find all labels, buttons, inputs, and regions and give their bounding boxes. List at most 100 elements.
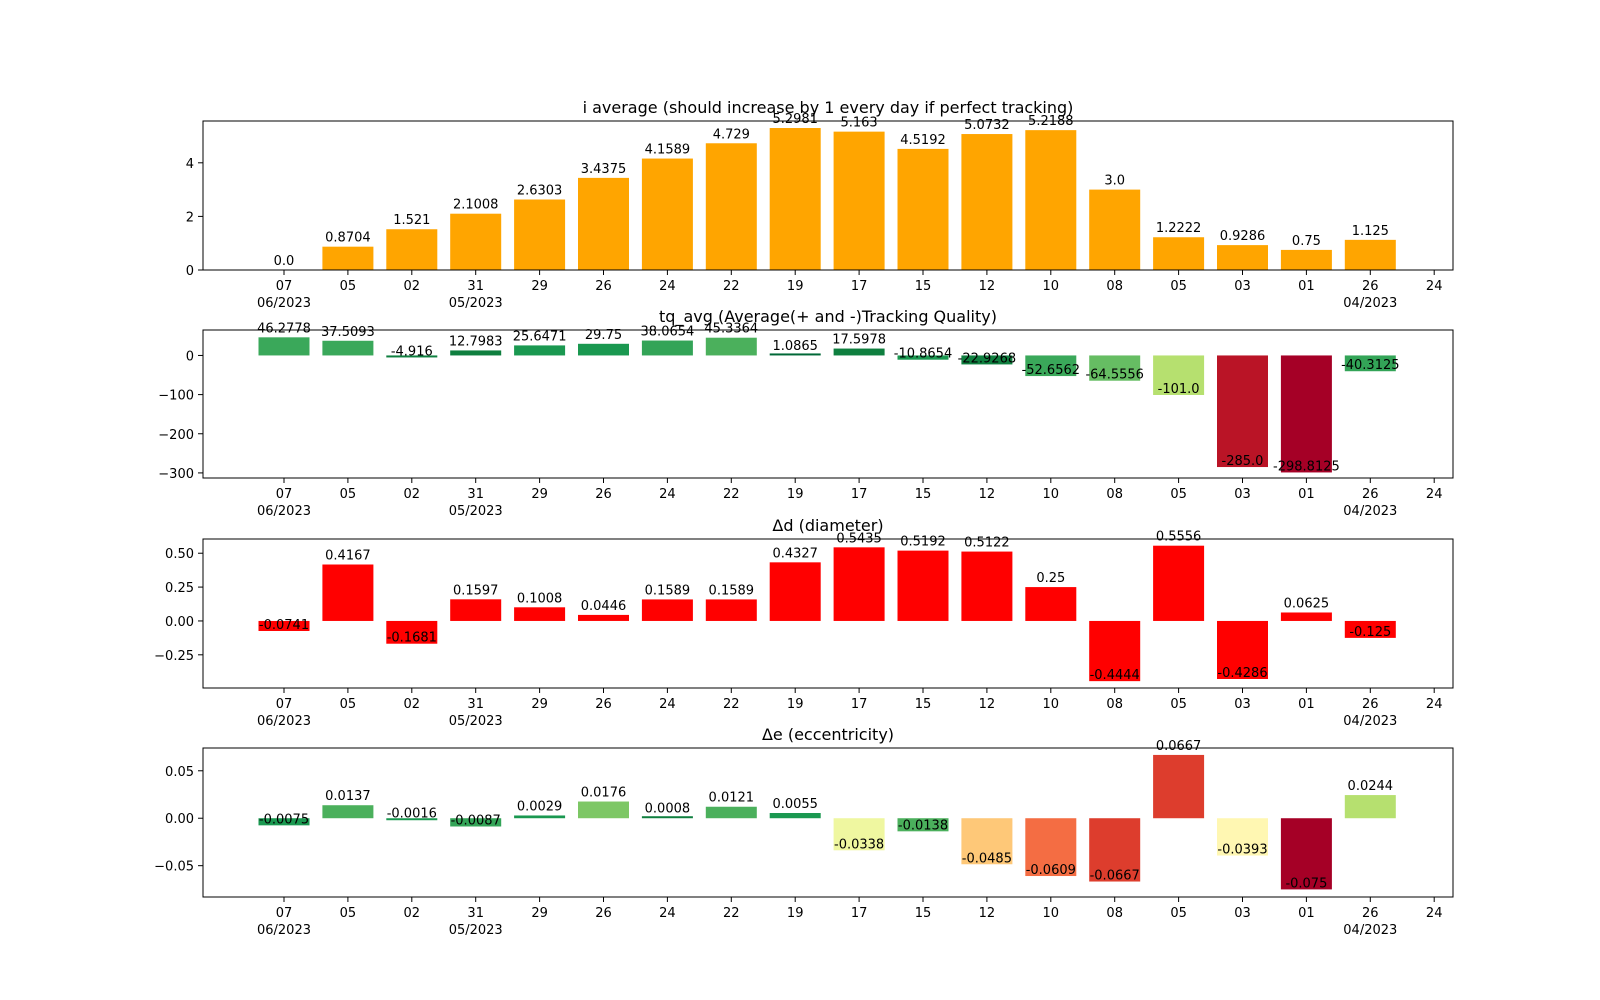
x-tick-label: 05: [340, 906, 357, 921]
x-tick-label: 12: [979, 487, 996, 502]
bar-15: [1153, 355, 1205, 395]
x-tick-label: 19: [787, 697, 804, 712]
bar-1: [258, 337, 310, 356]
bar-15: [1153, 237, 1205, 270]
bar-11: [897, 355, 949, 360]
x-tick-label: 31: [467, 906, 484, 921]
y-tick-label: −0.25: [154, 649, 194, 664]
bar-value-label: 45.3364: [704, 322, 758, 337]
bar-value-label: 5.2188: [1028, 114, 1074, 129]
bar-10: [833, 348, 885, 356]
x-tick-label: 26: [595, 487, 612, 502]
x-tick-label: 08: [1106, 487, 1123, 502]
x-tick-label: 22: [723, 906, 740, 921]
x-tick-label: 29: [531, 697, 548, 712]
bar-value-label: -0.0485: [962, 851, 1012, 866]
bar-8: [705, 337, 757, 356]
bar-7: [641, 816, 693, 819]
bar-value-label: -298.8125: [1273, 459, 1340, 474]
bar-value-label: 0.1589: [645, 583, 691, 598]
bar-1: [258, 620, 310, 631]
bar-value-label: 0.0176: [581, 786, 627, 801]
bar-value-label: -0.0138: [898, 818, 948, 833]
bar-value-label: 0.0625: [1284, 596, 1330, 611]
bar-14: [1089, 818, 1141, 882]
x-tick-label: 19: [787, 487, 804, 502]
bar-18: [1344, 239, 1396, 270]
y-tick-label: 0.50: [165, 547, 194, 562]
bar-3: [386, 620, 438, 644]
bar-18: [1344, 355, 1396, 372]
x-tick-label: 07: [276, 697, 293, 712]
y-tick-label: −300: [158, 467, 194, 482]
bar-value-label: 0.0029: [517, 799, 563, 814]
x-tick-label: 31: [467, 697, 484, 712]
bar-value-label: 0.1589: [709, 583, 755, 598]
bar-value-label: -52.6562: [1022, 363, 1080, 378]
x-tick-label: 26: [1362, 279, 1379, 294]
bar-5: [514, 199, 566, 270]
bar-value-label: 0.9286: [1220, 229, 1266, 244]
x-month-label: 05/2023: [449, 714, 503, 729]
bar-value-label: 4.5192: [900, 133, 946, 148]
x-tick-label: 12: [979, 697, 996, 712]
bar-value-label: 3.4375: [581, 162, 627, 177]
y-tick-label: −200: [158, 428, 194, 443]
bar-value-label: 0.5122: [964, 536, 1010, 551]
bar-9: [769, 353, 821, 356]
x-tick-label: 05: [340, 487, 357, 502]
bar-6: [578, 343, 629, 356]
x-tick-label: 10: [1043, 697, 1060, 712]
x-tick-label: 15: [915, 487, 932, 502]
x-month-label: 05/2023: [449, 504, 503, 519]
bar-value-label: 0.25: [1036, 571, 1065, 586]
x-tick-label: 24: [1426, 279, 1443, 294]
x-tick-label: 07: [276, 487, 293, 502]
bar-4: [450, 818, 502, 827]
x-tick-label: 08: [1106, 697, 1123, 712]
chart-title: tq_avg (Average(+ and -)Tracking Quality…: [659, 307, 997, 327]
x-tick-label: 05: [1170, 487, 1187, 502]
bar-value-label: 1.521: [393, 213, 430, 228]
bar-7: [641, 158, 693, 270]
x-tick-label: 03: [1234, 906, 1251, 921]
bar-value-label: 12.7983: [449, 334, 503, 349]
x-tick-label: 26: [1362, 697, 1379, 712]
bar-16: [1217, 245, 1268, 270]
x-tick-label: 15: [915, 906, 932, 921]
bar-14: [1089, 355, 1141, 381]
bar-6: [578, 614, 629, 621]
bar-value-label: 1.2222: [1156, 221, 1202, 236]
bar-value-label: 1.125: [1352, 224, 1389, 239]
bar-4: [450, 213, 502, 270]
bar-11: [897, 550, 949, 621]
x-tick-label: 19: [787, 279, 804, 294]
x-tick-label: 17: [851, 697, 868, 712]
bar-value-label: 5.2981: [772, 112, 818, 127]
x-tick-label: 22: [723, 697, 740, 712]
bar-value-label: 5.163: [840, 116, 877, 131]
bar-12: [961, 134, 1013, 270]
bar-2: [322, 340, 374, 356]
x-tick-label: 01: [1298, 697, 1315, 712]
x-tick-label: 05: [340, 279, 357, 294]
bar-1: [258, 818, 310, 826]
bar-value-label: -0.0075: [259, 812, 309, 827]
bar-value-label: 0.5192: [900, 535, 946, 550]
x-tick-label: 17: [851, 487, 868, 502]
bar-6: [578, 801, 629, 819]
bar-value-label: 4.729: [713, 127, 750, 142]
x-tick-label: 08: [1106, 906, 1123, 921]
bar-value-label: -0.4286: [1217, 666, 1267, 681]
bar-value-label: 17.5978: [832, 333, 886, 348]
bar-value-label: -10.8654: [894, 347, 952, 362]
bar-16: [1217, 818, 1268, 856]
x-tick-label: 31: [467, 279, 484, 294]
x-tick-label: 15: [915, 697, 932, 712]
x-tick-label: 02: [404, 906, 421, 921]
x-tick-label: 01: [1298, 487, 1315, 502]
bar-value-label: -4.916: [391, 344, 433, 359]
bar-12: [961, 818, 1013, 865]
bar-10: [833, 131, 885, 270]
